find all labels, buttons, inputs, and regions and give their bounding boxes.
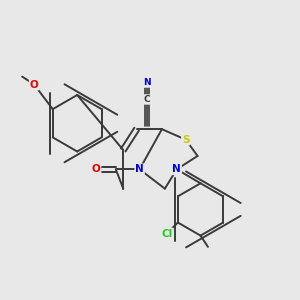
Text: Cl: Cl: [162, 229, 173, 238]
Text: C: C: [144, 95, 150, 104]
Text: N: N: [143, 78, 151, 87]
Text: O: O: [30, 80, 38, 90]
Text: S: S: [182, 135, 189, 145]
Text: N: N: [172, 164, 181, 174]
Text: N: N: [135, 164, 144, 174]
Text: O: O: [92, 164, 100, 174]
